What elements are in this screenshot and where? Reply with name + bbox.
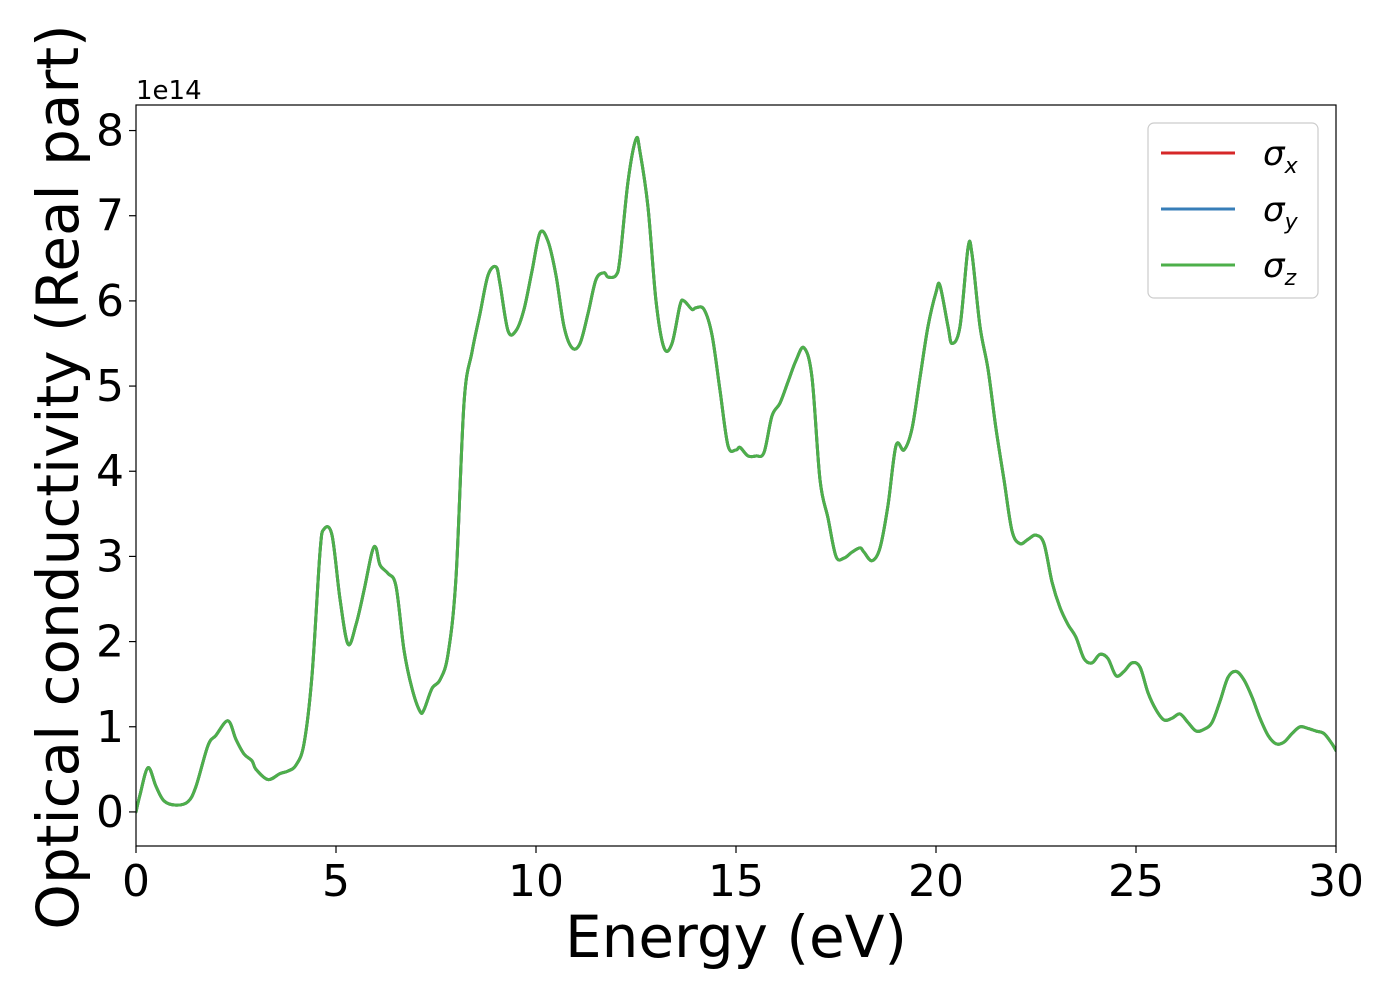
- x-axis-ticks: 0 5 10 15 20 25 30: [122, 846, 1364, 907]
- x-axis-label: Energy (eV): [565, 903, 907, 971]
- series-layer: [136, 135, 1336, 814]
- x-tick-label: 15: [708, 856, 764, 907]
- legend: σx σy σz: [1147, 122, 1319, 299]
- x-tick-label: 10: [508, 856, 564, 907]
- y-tick-label: 0: [96, 787, 124, 838]
- y-tick-label: 5: [96, 361, 124, 412]
- legend-label-x: σx: [1263, 134, 1299, 179]
- y-tick-label: 3: [96, 531, 124, 582]
- x-tick-label: 30: [1308, 856, 1364, 907]
- y-offset-label: 1e14: [136, 76, 202, 106]
- x-tick-label: 5: [322, 856, 350, 907]
- x-tick-label: 20: [908, 856, 964, 907]
- x-tick-label: 0: [122, 856, 150, 907]
- series-line-z: [136, 135, 1336, 814]
- x-tick-label: 25: [1108, 856, 1164, 907]
- y-tick-label: 2: [96, 617, 124, 668]
- legend-label-y: σy: [1263, 190, 1299, 235]
- y-tick-label: 8: [96, 106, 124, 157]
- y-tick-label: 1: [96, 702, 124, 753]
- y-axis-label: Optical conductivity (Real part): [24, 24, 92, 929]
- legend-label-z: σz: [1263, 246, 1297, 291]
- y-tick-label: 7: [96, 191, 124, 242]
- y-axis-ticks: 0 1 2 3 4 5 6 7 8: [96, 106, 136, 838]
- y-tick-label: 4: [96, 446, 124, 497]
- y-tick-label: 6: [96, 276, 124, 327]
